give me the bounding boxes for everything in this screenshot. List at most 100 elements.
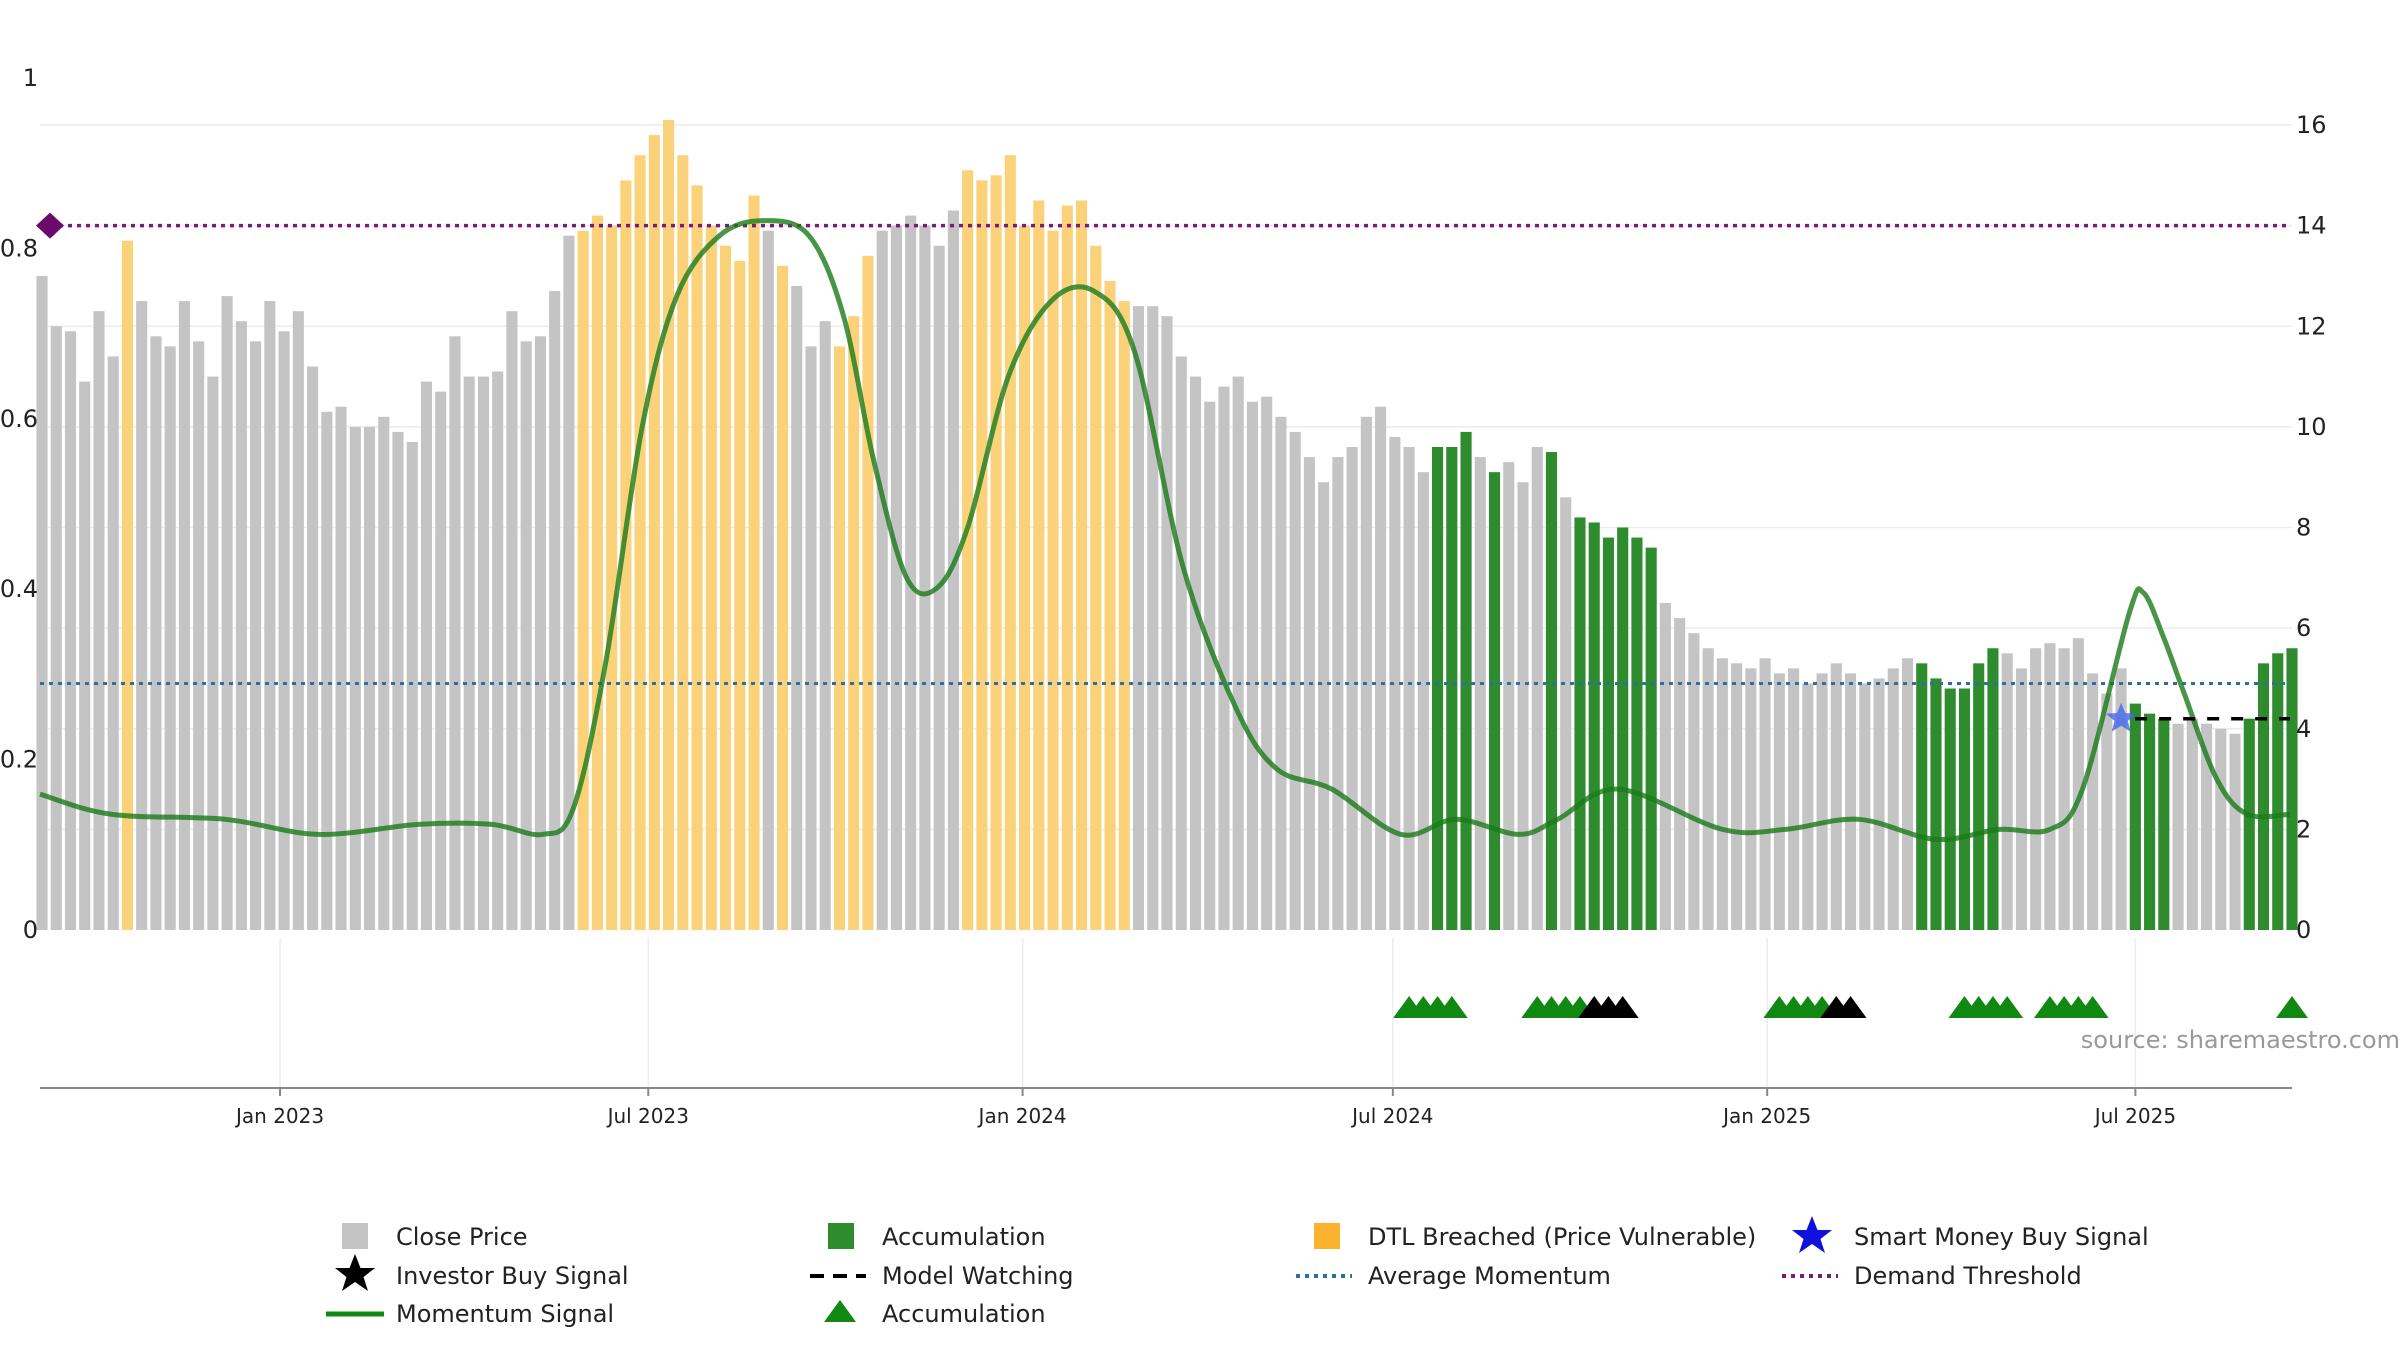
close-price-bar bbox=[1517, 482, 1529, 930]
close-price-bar bbox=[2172, 723, 2184, 930]
dtl-breached-bar bbox=[734, 260, 746, 930]
accumulation-bar bbox=[2158, 718, 2170, 930]
close-price-bar bbox=[919, 225, 931, 930]
legend-label-model-watching: Model Watching bbox=[882, 1262, 1074, 1290]
accumulation-bar bbox=[1930, 678, 1942, 930]
x-tick-label: Jan 2023 bbox=[234, 1104, 324, 1128]
dtl-breached-bar bbox=[862, 255, 874, 930]
close-price-bar bbox=[150, 336, 162, 930]
x-tick-label: Jul 2023 bbox=[606, 1104, 689, 1128]
close-price-bar bbox=[1332, 457, 1344, 930]
close-price-bar bbox=[2186, 718, 2198, 930]
close-price-bar bbox=[1873, 678, 1885, 930]
close-price-bar bbox=[2030, 648, 2042, 930]
dtl-breached-bar bbox=[577, 230, 589, 930]
accumulation-bar bbox=[2129, 703, 2141, 930]
dtl-breached-bar bbox=[606, 225, 618, 930]
accumulation-bar bbox=[1488, 472, 1501, 930]
close-price-bar bbox=[1189, 376, 1202, 930]
close-price-bar bbox=[1175, 356, 1187, 930]
close-price-bar bbox=[392, 431, 404, 930]
dtl-breached-bar bbox=[719, 245, 732, 930]
close-price-bar bbox=[2229, 733, 2241, 930]
legend-label-demand-threshold: Demand Threshold bbox=[1854, 1262, 2082, 1290]
accumulation-bar bbox=[1460, 431, 1472, 930]
y-right-tick-label: 0 bbox=[2296, 916, 2311, 944]
legend-label-accumulation-triangle: Accumulation bbox=[882, 1300, 1046, 1328]
close-price-bar bbox=[1289, 431, 1301, 930]
close-price-bar bbox=[36, 275, 48, 930]
close-price-bar bbox=[819, 321, 831, 930]
close-price-bar bbox=[805, 346, 817, 930]
close-price-bar bbox=[2115, 668, 2127, 930]
close-price-bar bbox=[762, 230, 774, 930]
close-price-bar bbox=[321, 411, 333, 930]
accumulation-triangle bbox=[1991, 996, 2024, 1018]
close-price-bar bbox=[947, 210, 959, 930]
close-price-bar bbox=[563, 235, 575, 930]
close-price-bar bbox=[1161, 316, 1173, 930]
dtl-breached-bar bbox=[620, 180, 632, 930]
dtl-breached-bar bbox=[1033, 200, 1045, 930]
y-left-tick-label: 0.2 bbox=[0, 746, 38, 774]
close-price-bar bbox=[1859, 683, 1871, 930]
dtl-breached-bar bbox=[663, 119, 675, 930]
dtl-breached-bar bbox=[1090, 245, 1102, 930]
close-price-bar bbox=[1788, 668, 1800, 930]
close-price-bar bbox=[50, 326, 62, 930]
close-price-bar bbox=[1375, 406, 1387, 930]
accumulation-triangle bbox=[2276, 996, 2308, 1018]
close-price-bar bbox=[1688, 633, 1700, 930]
y-right-tick-label: 14 bbox=[2296, 212, 2327, 240]
close-price-bar bbox=[93, 311, 105, 930]
close-price-bar bbox=[307, 366, 319, 930]
accumulation-bar bbox=[1958, 688, 1971, 930]
legend-label-momentum-signal: Momentum Signal bbox=[396, 1300, 614, 1328]
legend-label-investor-buy: Investor Buy Signal bbox=[396, 1262, 629, 1290]
close-price-bar bbox=[1147, 306, 1159, 930]
close-price-bar bbox=[1417, 472, 1429, 930]
close-price-bar bbox=[250, 341, 262, 930]
close-price-bar bbox=[235, 321, 247, 930]
close-price-bar bbox=[905, 215, 917, 930]
dtl-breached-bar bbox=[962, 170, 974, 930]
investor-buy-triangle bbox=[1606, 996, 1639, 1018]
close-price-bar bbox=[1132, 306, 1145, 930]
dtl-breached-bar bbox=[833, 346, 846, 930]
blue-star-icon bbox=[1792, 1216, 1832, 1253]
accumulation-triangle bbox=[2076, 996, 2109, 1018]
lines-layer bbox=[36, 212, 2291, 843]
close-price-bar bbox=[1204, 401, 1216, 930]
dtl-breached-bar bbox=[677, 155, 689, 930]
dtl-breached-bar bbox=[121, 240, 133, 930]
accumulation-bar bbox=[1944, 688, 1956, 930]
close-price-bar bbox=[207, 376, 219, 930]
close-price-bar bbox=[1389, 436, 1401, 930]
accumulation-bar bbox=[2272, 653, 2284, 930]
dtl-breached-bar bbox=[648, 135, 660, 930]
close-price-bar bbox=[435, 391, 447, 930]
close-price-bar bbox=[791, 286, 803, 930]
close-price-bar bbox=[2201, 723, 2213, 930]
close-price-bar bbox=[1702, 648, 1714, 930]
accumulation-bar bbox=[1987, 648, 1999, 930]
legend-label-close-price: Close Price bbox=[396, 1223, 528, 1251]
close-price-bar bbox=[136, 301, 148, 930]
markers-layer bbox=[1393, 702, 2308, 1018]
dtl-breached-bar bbox=[976, 180, 988, 930]
close-price-bar bbox=[1816, 673, 1828, 930]
dtl-breached-bar bbox=[848, 316, 860, 930]
dtl-breached-bar bbox=[634, 155, 646, 930]
smart-money-buy-star bbox=[2105, 702, 2137, 732]
dtl-breached-bar bbox=[1076, 200, 1088, 930]
axis-layer: Jan 2023 Jul 2023 Jan 2024 Jul 2024 Jan 2025… bbox=[0, 64, 2327, 1128]
accumulation-bar bbox=[1446, 447, 1458, 930]
y-right-tick-label: 12 bbox=[2296, 312, 2327, 340]
y-right-tick-label: 2 bbox=[2296, 815, 2311, 843]
close-price-bar bbox=[463, 376, 475, 930]
close-price-bar bbox=[506, 311, 518, 930]
close-price-bar bbox=[1346, 447, 1358, 930]
close-price-bar bbox=[876, 230, 888, 930]
close-price-bar bbox=[1403, 447, 1415, 930]
accumulation-bar bbox=[1602, 537, 1615, 930]
